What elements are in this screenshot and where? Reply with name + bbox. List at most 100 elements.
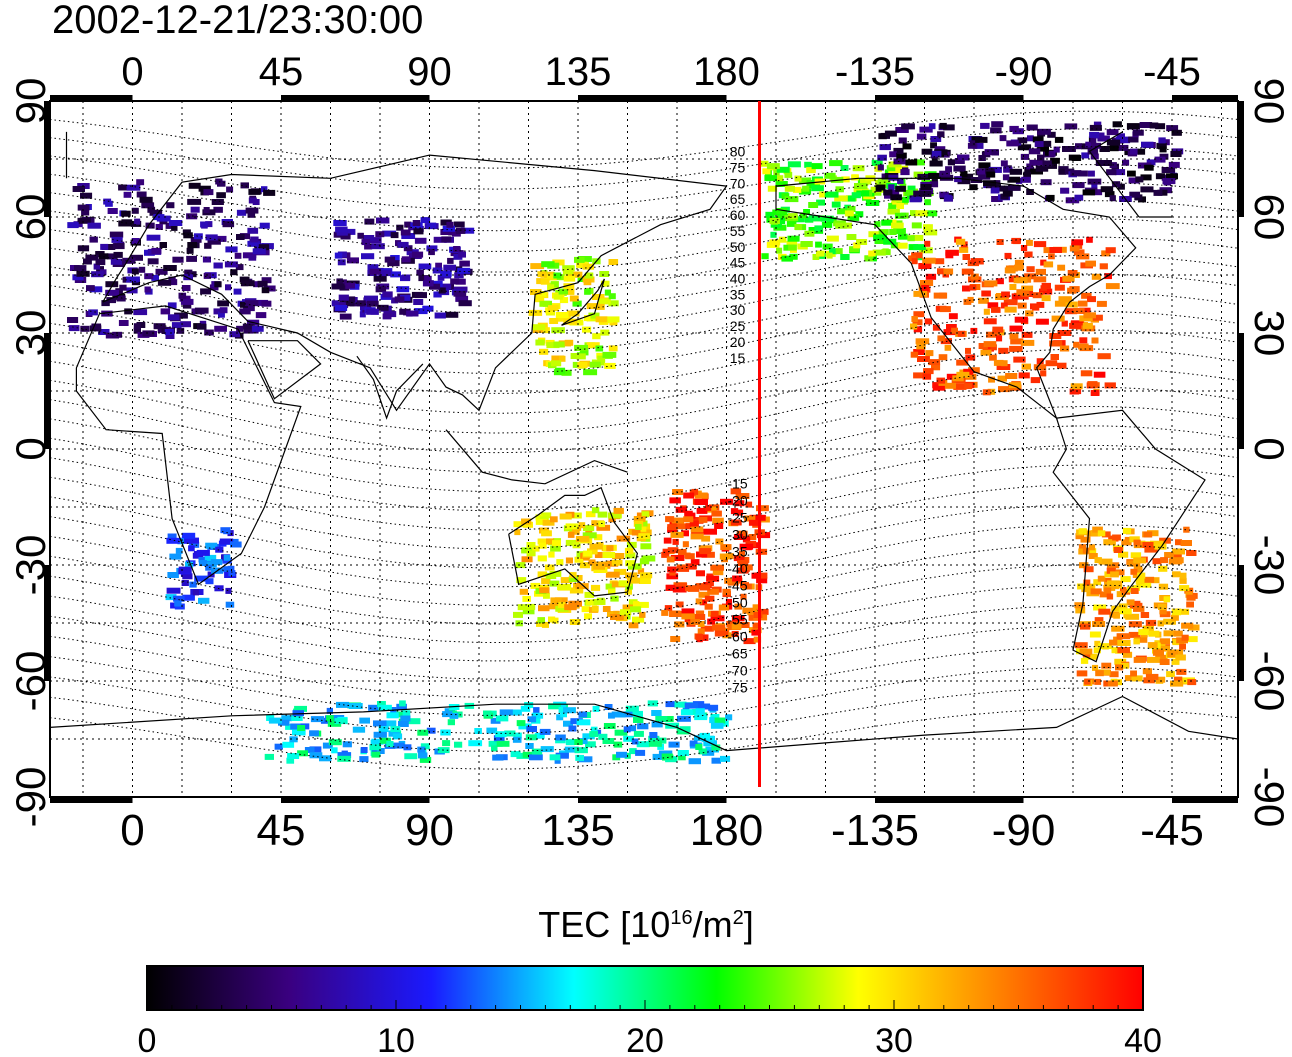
- tec-cell: [209, 284, 219, 291]
- tec-cell: [422, 280, 434, 287]
- tec-cell: [225, 284, 232, 291]
- tec-cell: [689, 520, 699, 527]
- tec-cell: [856, 190, 870, 197]
- tec-cell: [623, 726, 631, 733]
- tec-cell: [675, 506, 688, 513]
- frame-bar-bottom: [875, 797, 1024, 803]
- tec-cell: [1168, 161, 1180, 168]
- tec-cell: [695, 610, 705, 617]
- tec-cell: [404, 753, 418, 760]
- lat-tick-left: -60: [7, 651, 54, 712]
- tec-cell: [1011, 293, 1020, 300]
- tec-cell: [910, 210, 917, 217]
- tec-cell: [453, 246, 461, 252]
- tec-cell: [1095, 670, 1104, 677]
- tec-cell: [577, 362, 588, 368]
- tec-cell: [1083, 566, 1094, 573]
- tec-cell: [538, 542, 547, 549]
- tec-cell: [252, 248, 266, 255]
- tec-cell: [681, 608, 695, 615]
- tec-cell: [691, 488, 699, 495]
- tec-cell: [639, 611, 646, 618]
- tec-cell: [418, 752, 428, 759]
- tec-cell: [219, 307, 228, 314]
- tec-cell: [417, 729, 429, 736]
- contour-label-north: 75: [730, 160, 746, 176]
- tec-cell: [347, 282, 355, 289]
- tec-cell: [136, 322, 146, 328]
- tec-cell: [667, 566, 677, 573]
- magnetic-contour: [49, 666, 1239, 734]
- tec-cell: [548, 703, 561, 710]
- tec-cell: [1161, 167, 1176, 173]
- tec-cell: [618, 580, 632, 587]
- tec-cell: [1124, 149, 1131, 156]
- tec-cell: [378, 704, 392, 711]
- tec-cell: [986, 331, 1000, 338]
- contour-label-north: 20: [730, 334, 746, 350]
- tec-cell: [582, 326, 592, 333]
- tec-cell: [1158, 137, 1166, 144]
- tec-cell: [1104, 160, 1112, 166]
- tec-cell: [1110, 571, 1119, 578]
- tec-cell: [1091, 183, 1098, 190]
- contour-label-south: -75: [727, 680, 747, 696]
- tec-cell: [398, 721, 409, 727]
- tec-data-layer: [67, 121, 1200, 765]
- tec-cell: [534, 732, 545, 739]
- tec-cell: [77, 204, 90, 211]
- tec-cell: [87, 222, 101, 229]
- tec-cell: [105, 200, 113, 207]
- tec-cell: [526, 726, 537, 732]
- tec-cell: [697, 628, 705, 635]
- lon-tick-bottom: 135: [541, 806, 614, 855]
- tec-cell: [1155, 173, 1166, 180]
- tec-cell: [560, 711, 567, 718]
- tec-cell: [1070, 170, 1082, 177]
- tec-cell: [579, 349, 589, 356]
- tec-cell: [565, 557, 573, 564]
- tec-cell: [604, 289, 611, 296]
- tec-cell: [582, 525, 595, 532]
- tec-cell: [1175, 654, 1186, 661]
- tec-cell: [695, 708, 705, 715]
- tec-cell: [551, 327, 565, 334]
- tec-cell: [281, 715, 293, 722]
- magnetic-contour: [49, 182, 1239, 252]
- lat-tick-left: -90: [7, 767, 54, 828]
- tec-cell: [637, 723, 649, 730]
- tec-cell: [1004, 252, 1012, 259]
- tec-cell: [133, 327, 141, 334]
- tec-cell: [340, 233, 351, 240]
- tec-cell: [730, 508, 739, 515]
- tec-cell: [261, 287, 270, 294]
- tec-cell: [1163, 596, 1171, 603]
- tec-cell: [561, 369, 572, 376]
- tec-cell: [1083, 579, 1091, 586]
- tec-cell: [144, 273, 154, 280]
- tec-cell: [1076, 253, 1090, 260]
- tec-cell: [205, 578, 214, 585]
- tec-cell: [701, 535, 711, 542]
- tec-cell: [776, 247, 783, 254]
- tec-cell: [748, 534, 757, 540]
- tec-cell: [1002, 174, 1010, 181]
- tec-cell: [911, 234, 924, 241]
- tec-cell: [139, 196, 153, 203]
- contour-label-south: -45: [727, 578, 747, 594]
- tec-cell: [851, 192, 861, 199]
- tec-cell: [327, 720, 342, 727]
- tec-cell: [998, 347, 1009, 354]
- tec-cell: [602, 606, 611, 612]
- tec-cell: [677, 750, 689, 756]
- tec-cell: [100, 243, 109, 250]
- tec-cell: [67, 222, 79, 229]
- tec-cell: [223, 554, 231, 561]
- tec-cell: [704, 603, 713, 610]
- tec-cell: [1180, 540, 1192, 546]
- tec-cell: [987, 388, 996, 395]
- tec-cell: [546, 538, 555, 545]
- tec-cell: [166, 537, 180, 544]
- tec-cell: [841, 195, 856, 202]
- tec-cell: [1158, 565, 1168, 572]
